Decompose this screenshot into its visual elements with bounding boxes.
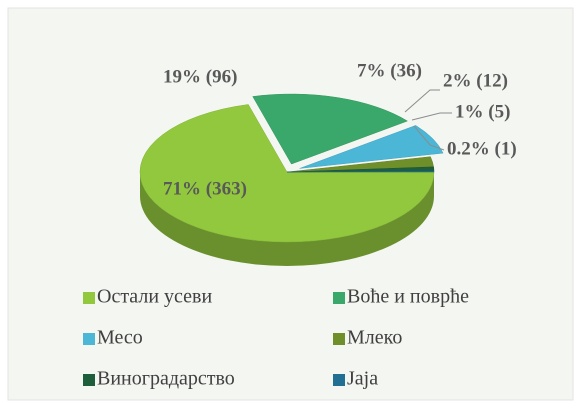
slice — [252, 93, 408, 165]
value-label: 0.2% (1) — [447, 138, 517, 159]
value-label: 19% (96) — [163, 66, 237, 87]
legend-label: Месо — [97, 327, 143, 349]
legend-swatch — [333, 333, 345, 345]
slice — [139, 104, 435, 243]
value-label: 7% (36) — [357, 60, 422, 81]
value-label: 1% (5) — [455, 101, 510, 122]
value-label: 71% (363) — [163, 178, 247, 199]
value-label: 2% (12) — [443, 70, 508, 91]
legend: Остали усеви Воће и поврће Месо Млеко Виногр… — [83, 286, 469, 390]
slice — [299, 125, 444, 169]
value-labels: 71% (363) 19% (96) 7% (36) 2% (12) 1% (5) 0.2… — [163, 60, 517, 199]
legend-label: Јаја — [347, 368, 378, 390]
leader-lines — [404, 89, 452, 151]
legend-swatch — [333, 374, 345, 386]
leader-line — [404, 89, 440, 113]
legend-label: Виноградарство — [97, 368, 235, 390]
slice-side — [140, 172, 434, 266]
legend-swatch — [83, 292, 95, 304]
slice — [286, 170, 435, 173]
legend-swatch — [83, 333, 95, 345]
legend-label: Млеко — [347, 327, 402, 349]
legend-swatch — [83, 374, 95, 386]
legend-label: Остали усеви — [97, 286, 212, 308]
leader-line — [413, 125, 445, 151]
legend-label: Воће и поврће — [347, 286, 469, 308]
leader-line — [411, 112, 452, 121]
legend-swatch — [333, 292, 345, 304]
pie — [139, 93, 444, 266]
